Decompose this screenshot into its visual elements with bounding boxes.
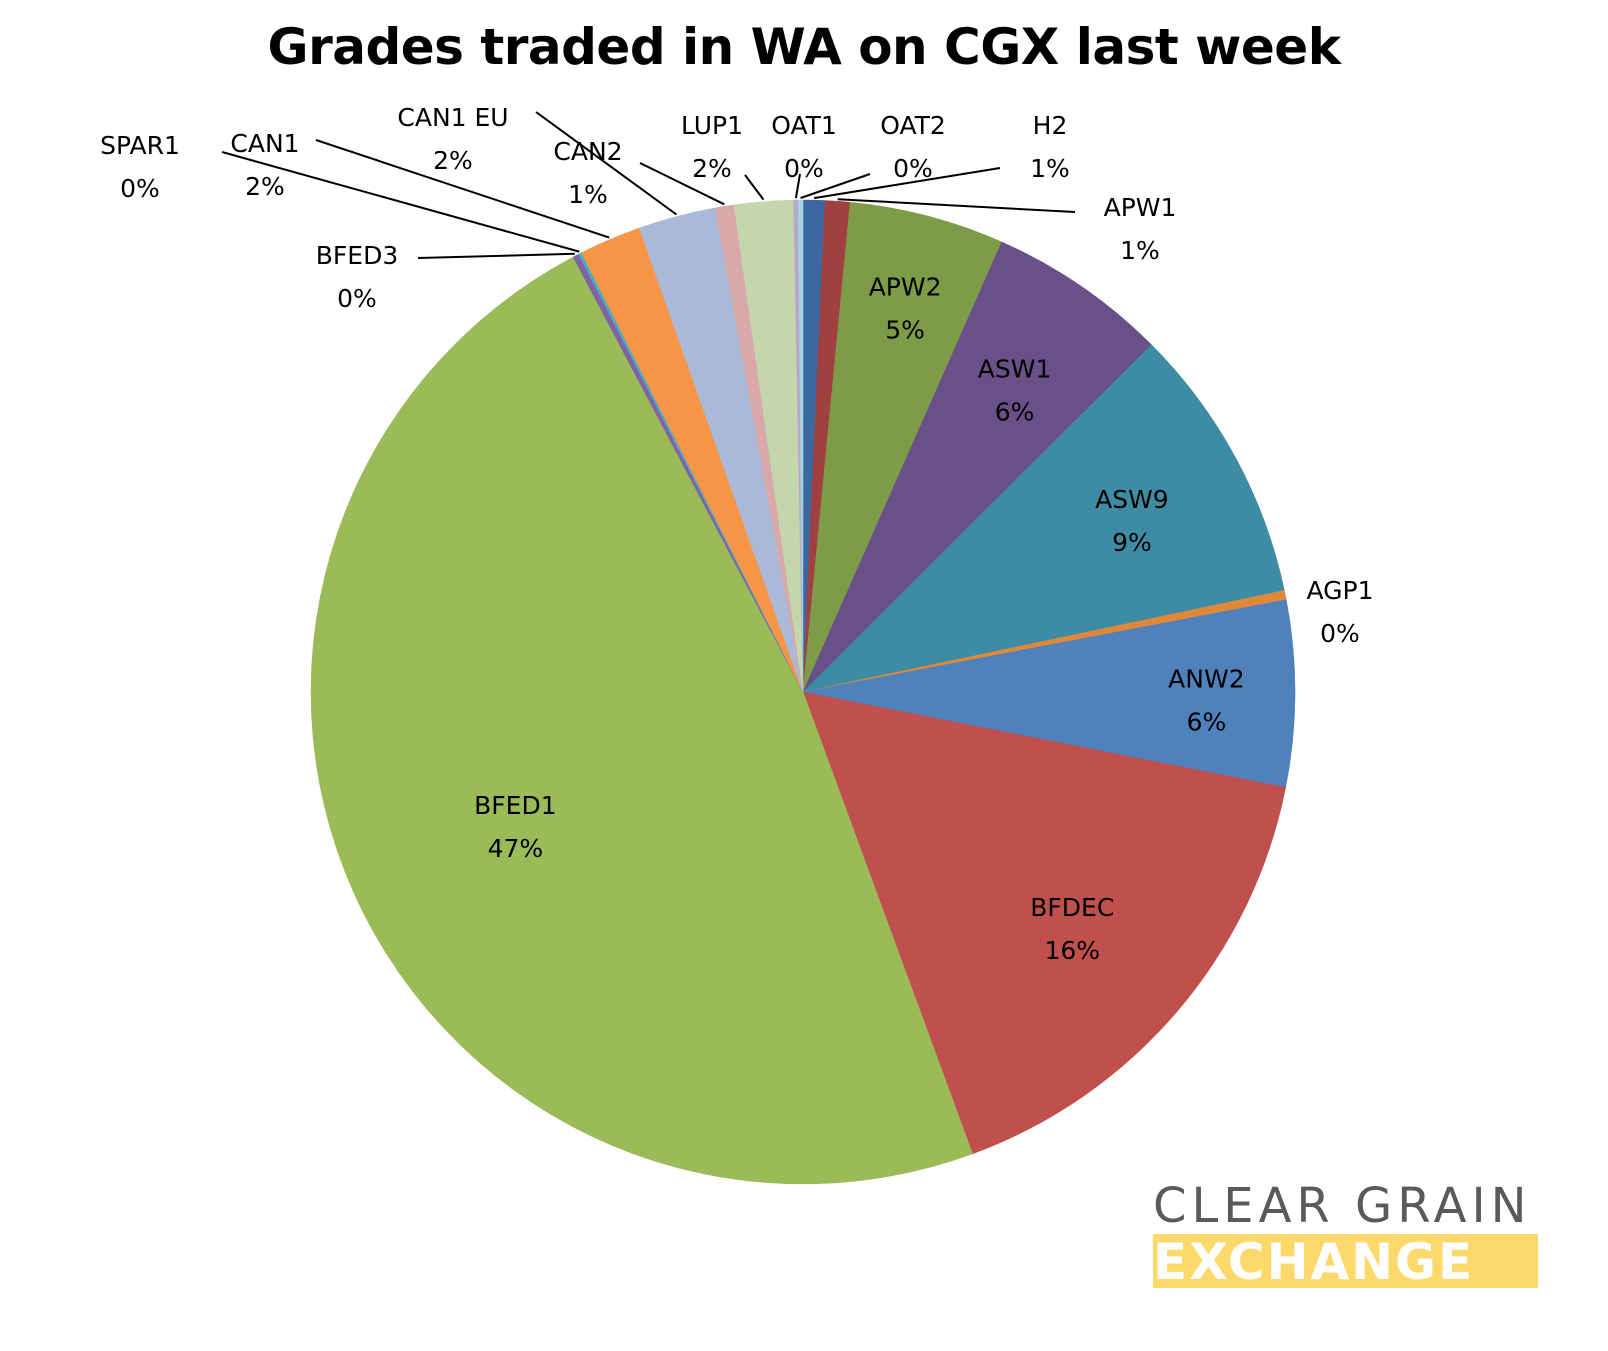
leader-line-can1-eu bbox=[535, 111, 677, 216]
leader-line-h2 bbox=[813, 167, 1001, 200]
leader-line-lup1 bbox=[744, 174, 765, 201]
label-name-asw9: ASW9 bbox=[1095, 485, 1169, 514]
label-name-spar1: SPAR1 bbox=[100, 131, 180, 160]
slice-bfdec bbox=[802, 691, 1286, 1155]
label-name-can2: CAN2 bbox=[553, 137, 622, 166]
label-name-can1-eu: CAN1 EU bbox=[397, 103, 508, 132]
label-name-apw2: APW2 bbox=[869, 273, 942, 302]
clear-grain-exchange-logo: CLEAR GRAIN EXCHANGE bbox=[1153, 1180, 1538, 1288]
label-spar1: SPAR1 0% bbox=[100, 131, 180, 203]
chart-title: Grades traded in WA on CGX last week bbox=[267, 18, 1341, 76]
label-pct-can1-eu: 2% bbox=[433, 146, 473, 175]
label-can2: CAN2 1% bbox=[553, 137, 622, 209]
slice-anw2 bbox=[802, 599, 1296, 788]
label-pct-h2: 1% bbox=[1030, 154, 1070, 183]
label-apw2: APW2 5% bbox=[869, 273, 942, 345]
logo-line-1: CLEAR GRAIN bbox=[1153, 1178, 1532, 1234]
logo-line-2: EXCHANGE bbox=[1153, 1234, 1538, 1288]
label-name-can1: CAN1 bbox=[230, 129, 299, 158]
label-bfdec: BFDEC 16% bbox=[1030, 893, 1114, 965]
pie-slices bbox=[310, 199, 1296, 1185]
label-name-bfed3: BFED3 bbox=[316, 241, 398, 270]
label-pct-apw2: 5% bbox=[885, 316, 925, 345]
label-pct-oat1: 0% bbox=[784, 154, 824, 183]
label-can1-eu: CAN1 EU 2% bbox=[397, 103, 508, 175]
leader-line-bfed3 bbox=[417, 252, 575, 259]
slice-bfed1 bbox=[310, 256, 973, 1185]
label-pct-apw1: 1% bbox=[1120, 236, 1160, 265]
label-name-apw1: APW1 bbox=[1104, 193, 1177, 222]
label-asw9: ASW9 9% bbox=[1095, 485, 1169, 557]
label-pct-bfed3: 0% bbox=[337, 284, 377, 313]
label-apw1: APW1 1% bbox=[1104, 193, 1177, 265]
slice-asw9 bbox=[802, 344, 1285, 693]
label-can1: CAN1 2% bbox=[230, 129, 299, 201]
leader-line-oat2 bbox=[800, 173, 871, 199]
slice-asw1 bbox=[802, 241, 1152, 693]
label-oat2: OAT2 0% bbox=[880, 111, 946, 183]
label-pct-asw9: 9% bbox=[1112, 528, 1152, 557]
label-pct-oat2: 0% bbox=[893, 154, 933, 183]
label-pct-bfed1: 47% bbox=[488, 834, 544, 863]
label-name-lup1: LUP1 bbox=[681, 111, 743, 140]
label-asw1: ASW1 6% bbox=[978, 355, 1052, 427]
label-lup1: LUP1 2% bbox=[681, 111, 743, 183]
slice-labels: H2 1%APW1 1%APW2 5%ASW1 6%ASW9 9%AGP1 0%ANW2 6%… bbox=[100, 103, 1373, 965]
label-pct-asw1: 6% bbox=[995, 398, 1035, 427]
slice-apw2 bbox=[802, 201, 1003, 693]
leader-line-can2 bbox=[639, 162, 725, 206]
leader-line-oat1 bbox=[794, 173, 801, 199]
label-h2: H2 1% bbox=[1030, 111, 1070, 183]
label-oat1: OAT1 0% bbox=[771, 111, 837, 183]
label-name-h2: H2 bbox=[1033, 111, 1068, 140]
label-pct-bfdec: 16% bbox=[1045, 936, 1101, 965]
label-name-oat2: OAT2 bbox=[880, 111, 946, 140]
label-pct-lup1: 2% bbox=[692, 154, 732, 183]
leader-line-can1 bbox=[315, 139, 610, 239]
label-name-bfed1: BFED1 bbox=[474, 791, 556, 820]
label-name-oat1: OAT1 bbox=[771, 111, 837, 140]
label-pct-can2: 1% bbox=[568, 180, 608, 209]
label-bfed1: BFED1 47% bbox=[474, 791, 556, 863]
label-pct-can1: 2% bbox=[245, 172, 285, 201]
label-bfed3: BFED3 0% bbox=[316, 241, 398, 313]
label-anw2: ANW2 6% bbox=[1168, 664, 1244, 736]
leader-line-spar1 bbox=[221, 151, 580, 253]
label-name-bfdec: BFDEC bbox=[1030, 893, 1114, 922]
label-name-asw1: ASW1 bbox=[978, 355, 1052, 384]
leader-lines bbox=[221, 111, 1076, 259]
leader-line-apw1 bbox=[837, 198, 1076, 213]
slice-oat2 bbox=[798, 199, 804, 693]
label-name-agp1: AGP1 bbox=[1306, 576, 1373, 605]
label-pct-anw2: 6% bbox=[1187, 707, 1227, 736]
label-pct-spar1: 0% bbox=[120, 174, 160, 203]
label-name-anw2: ANW2 bbox=[1168, 664, 1244, 693]
label-agp1: AGP1 0% bbox=[1306, 576, 1373, 648]
label-pct-agp1: 0% bbox=[1320, 619, 1360, 648]
